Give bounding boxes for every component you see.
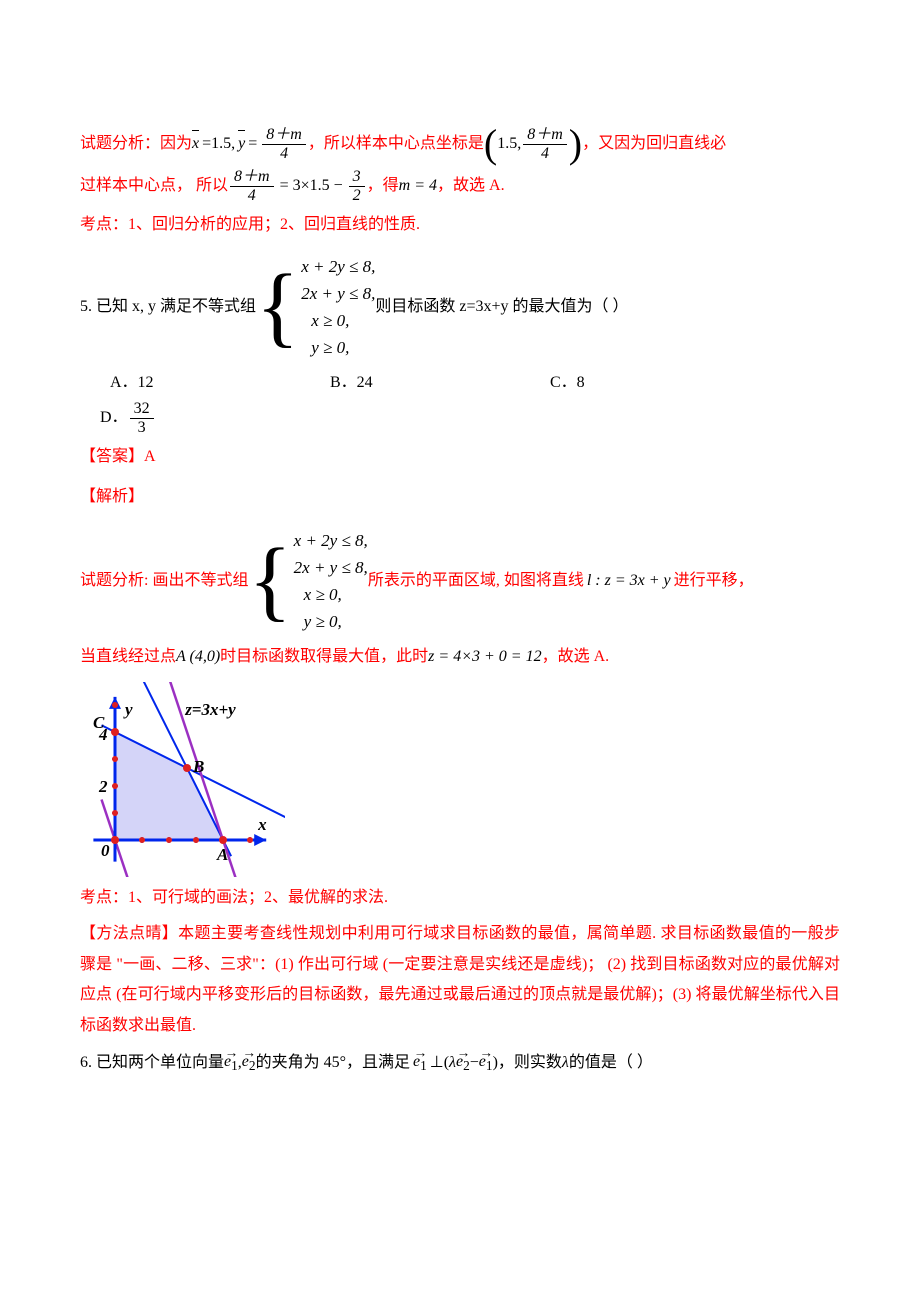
text: 时目标函数取得最大值，此时 — [220, 642, 428, 672]
sys-r3: x ≥ 0, — [301, 307, 375, 334]
vec-e1: →e1 — [224, 1047, 238, 1079]
svg-text:4: 4 — [98, 725, 108, 744]
feasible-region-chart: yx0ABC24z=3x+y — [80, 682, 840, 877]
text: 当直线经过点 — [80, 642, 176, 672]
q5-tip: 【方法点晴】本题主要考查线性规划中利用可行域求目标函数的最值，属简单题. 求目标… — [80, 919, 840, 1041]
num: 8＋m — [523, 126, 567, 145]
perp: ⊥ — [430, 1048, 444, 1078]
vec-e1c: →e1 — [479, 1047, 493, 1079]
q6-stem: 6. 已知两个单位向量 →e1 , →e2 的夹角为 45°，且满足 →e1 ⊥… — [80, 1047, 840, 1079]
text: ，得 — [367, 171, 399, 201]
text: 进行平移， — [674, 566, 754, 596]
opt-d: D． 32 3 — [100, 400, 840, 436]
vec-e1b: →e1 — [413, 1047, 427, 1079]
q4-analysis-line2: 过样本中心点， 所以 8＋m 4 = 3×1.5 − 3 2 ，得 m = 4 … — [80, 168, 840, 204]
text: 所表示的平面区域, 如图将直线 — [368, 566, 584, 596]
system: { x + 2y ≤ 8, 2x + y ≤ 8, x ≥ 0, y ≥ 0, — [256, 253, 375, 362]
q5-analysis-line1: 试题分析: 画出不等式组 { x + 2y ≤ 8, 2x + y ≤ 8, x… — [80, 527, 840, 636]
vec-e2b: →e2 — [456, 1047, 470, 1079]
ybar: y — [238, 128, 245, 159]
svg-text:y: y — [123, 700, 133, 719]
system: { x + 2y ≤ 8, 2x + y ≤ 8, x ≥ 0, y ≥ 0, — [248, 527, 367, 636]
text: ，则实数 — [498, 1048, 562, 1078]
line-eq: l : z = 3x + y — [587, 566, 671, 596]
xbar: x — [192, 128, 199, 159]
num: 8＋m — [230, 168, 274, 187]
text: ，又因为回归直线必 — [582, 129, 726, 159]
text: 的夹角为 45°，且满足 — [256, 1048, 410, 1078]
text: 6. 已知两个单位向量 — [80, 1048, 224, 1078]
sys-r1: x + 2y ≤ 8, — [294, 527, 368, 554]
opt-d-label: D． — [100, 403, 128, 433]
svg-text:x: x — [257, 815, 267, 834]
eq-mid: = 3×1.5 − — [280, 171, 343, 201]
z-eq: z = 4×3 + 0 = 12 — [428, 642, 541, 672]
text: ，故选 A. — [437, 171, 505, 201]
text: 试题分析：因为 — [80, 129, 192, 159]
num: 8＋m — [266, 126, 302, 143]
pt-A: A (4,0) — [176, 642, 220, 672]
frac-8m-4: 8＋m 4 — [262, 126, 306, 162]
lambda: λ — [449, 1048, 456, 1078]
q5-options: A．12 B．24 C．8 — [110, 368, 840, 398]
text: 则目标函数 z=3x+y 的最大值为（ ） — [375, 292, 628, 322]
opt-b: B．24 — [330, 368, 550, 398]
den: 4 — [523, 145, 567, 163]
opt-a: A．12 — [110, 368, 330, 398]
text: ，所以样本中心点坐标是 — [308, 129, 484, 159]
q5-stem: 5. 已知 x, y 满足不等式组 { x + 2y ≤ 8, 2x + y ≤… — [80, 253, 840, 362]
q5-jiexi: 【解析】 — [80, 482, 840, 512]
vec-e2: →e2 — [242, 1047, 256, 1079]
sys-r3: x ≥ 0, — [294, 581, 368, 608]
den: 4 — [280, 145, 288, 162]
sys-r1: x + 2y ≤ 8, — [301, 253, 375, 280]
den: 3 — [130, 419, 154, 437]
pt-a: 1.5, — [497, 129, 521, 159]
num: 32 — [130, 400, 154, 419]
text: = — [248, 129, 257, 159]
q5-kaodian: 考点：1、可行域的画法；2、最优解的求法. — [80, 883, 840, 913]
den: 4 — [230, 187, 274, 205]
text: ，故选 A. — [542, 642, 610, 672]
opt-c: C．8 — [550, 368, 770, 398]
q5-analysis-line2: 当直线经过点 A (4,0) 时目标函数取得最大值，此时 z = 4×3 + 0… — [80, 642, 840, 672]
svg-text:A: A — [216, 845, 228, 864]
frac: 8＋m 4 — [230, 168, 274, 204]
svg-text:z=3x+y: z=3x+y — [184, 700, 236, 719]
text: 过样本中心点， 所以 — [80, 171, 228, 201]
q4-analysis-line1: 试题分析：因为 x =1.5, y = 8＋m 4 ，所以样本中心点坐标是 ( … — [80, 126, 840, 162]
frac: 3 2 — [349, 168, 365, 204]
q5-answer: 【答案】A — [80, 442, 840, 472]
num: 3 — [349, 168, 365, 187]
text: 试题分析: 画出不等式组 — [80, 566, 248, 596]
text: =1.5, — [202, 129, 235, 159]
den: 2 — [349, 187, 365, 205]
center-point: ( 1.5, 8＋m 4 ) — [484, 126, 582, 162]
m-eq: m = 4 — [399, 171, 437, 201]
sys-r4: y ≥ 0, — [301, 334, 375, 361]
sys-r2: 2x + y ≤ 8, — [294, 554, 368, 581]
svg-text:0: 0 — [101, 841, 110, 860]
text: 5. 已知 x, y 满足不等式组 — [80, 292, 256, 322]
lambda2: λ — [562, 1048, 569, 1078]
svg-text:B: B — [192, 757, 204, 776]
q4-kaodian: 考点：1、回归分析的应用；2、回归直线的性质. — [80, 210, 840, 240]
svg-text:2: 2 — [98, 777, 108, 796]
text: 的值是（ ） — [569, 1048, 653, 1078]
sys-r4: y ≥ 0, — [294, 608, 368, 635]
sys-r2: 2x + y ≤ 8, — [301, 280, 375, 307]
tip-label: 【方法点晴】 — [80, 925, 178, 942]
tip-body: 本题主要考查线性规划中利用可行域求目标函数的最值，属简单题. 求目标函数最值的一… — [80, 925, 840, 1033]
